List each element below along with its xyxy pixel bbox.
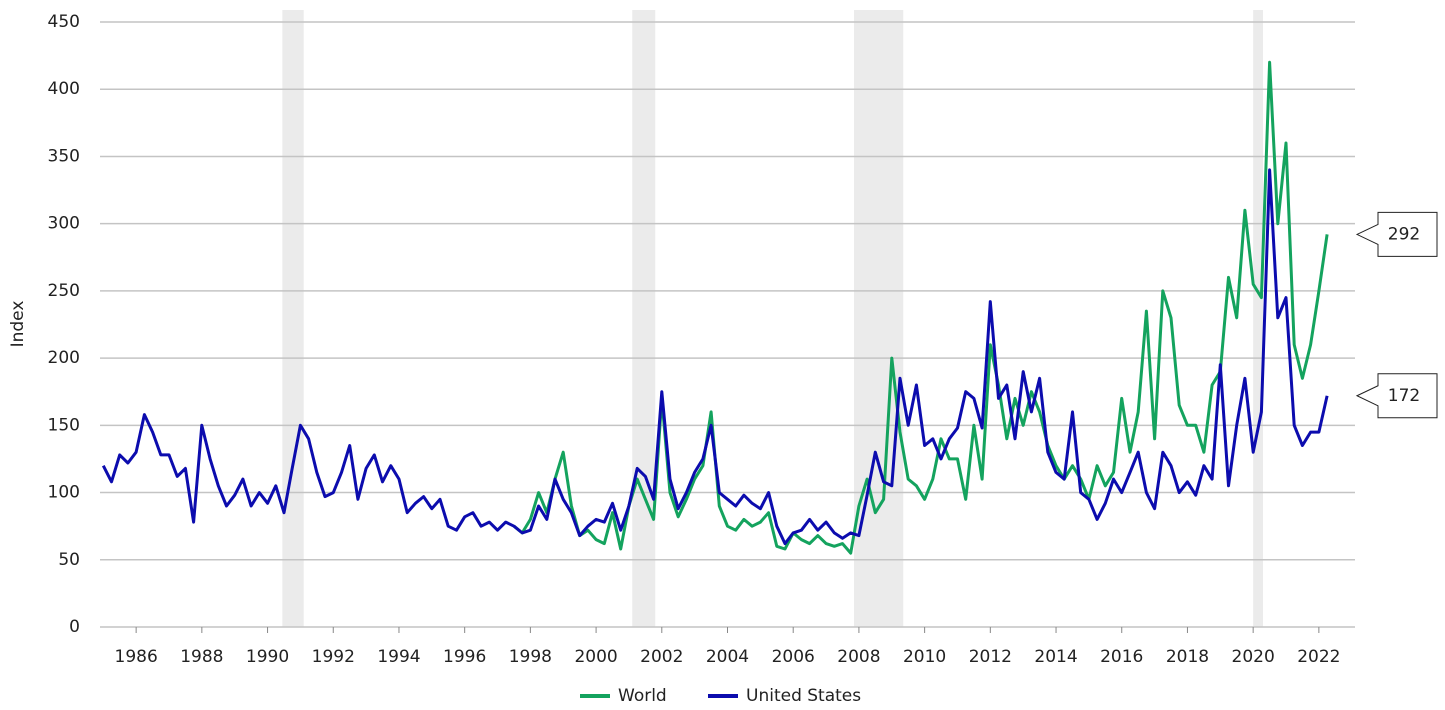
y-tick-label: 0	[69, 617, 80, 637]
x-tick-label: 2006	[772, 647, 815, 667]
x-tick-label: 2020	[1232, 647, 1275, 667]
y-tick-label: 100	[48, 483, 80, 503]
y-tick-label: 350	[48, 146, 80, 166]
x-tick-label: 2022	[1297, 647, 1340, 667]
x-tick-label: 2008	[837, 647, 880, 667]
x-tick-label: 2002	[640, 647, 683, 667]
recession-band	[632, 10, 656, 627]
y-tick-label: 450	[48, 12, 80, 32]
x-tick-label: 1986	[115, 647, 158, 667]
callout-label: 172	[1388, 386, 1420, 406]
recession-band	[282, 10, 304, 627]
y-tick-label: 250	[48, 281, 80, 301]
x-tick-label: 2016	[1100, 647, 1143, 667]
x-tick-label: 1994	[377, 647, 420, 667]
x-tick-label: 1996	[443, 647, 486, 667]
x-tick-label: 2018	[1166, 647, 1209, 667]
legend-label: World	[618, 686, 667, 706]
y-axis-label: Index	[8, 301, 28, 348]
x-tick-label: 1990	[246, 647, 289, 667]
y-tick-label: 400	[48, 79, 80, 99]
x-tick-label: 1992	[312, 647, 355, 667]
legend-label: United States	[746, 686, 861, 706]
x-tick-label: 1988	[180, 647, 223, 667]
callout-box	[1355, 373, 1438, 419]
x-tick-label: 2010	[903, 647, 946, 667]
callout-box	[1355, 211, 1438, 257]
x-tick-label: 2012	[969, 647, 1012, 667]
callout-label: 292	[1388, 224, 1420, 244]
y-tick-label: 300	[48, 214, 80, 234]
y-tick-label: 50	[58, 550, 80, 570]
recession-band	[853, 10, 904, 627]
x-tick-label: 2000	[574, 647, 617, 667]
series-line	[513, 60, 1329, 555]
y-tick-label: 150	[48, 415, 80, 435]
recession-band	[1253, 10, 1264, 627]
x-tick-label: 2004	[706, 647, 749, 667]
x-tick-label: 2014	[1034, 647, 1077, 667]
series-line	[101, 168, 1329, 546]
x-tick-label: 1998	[509, 647, 552, 667]
y-tick-label: 200	[48, 348, 80, 368]
